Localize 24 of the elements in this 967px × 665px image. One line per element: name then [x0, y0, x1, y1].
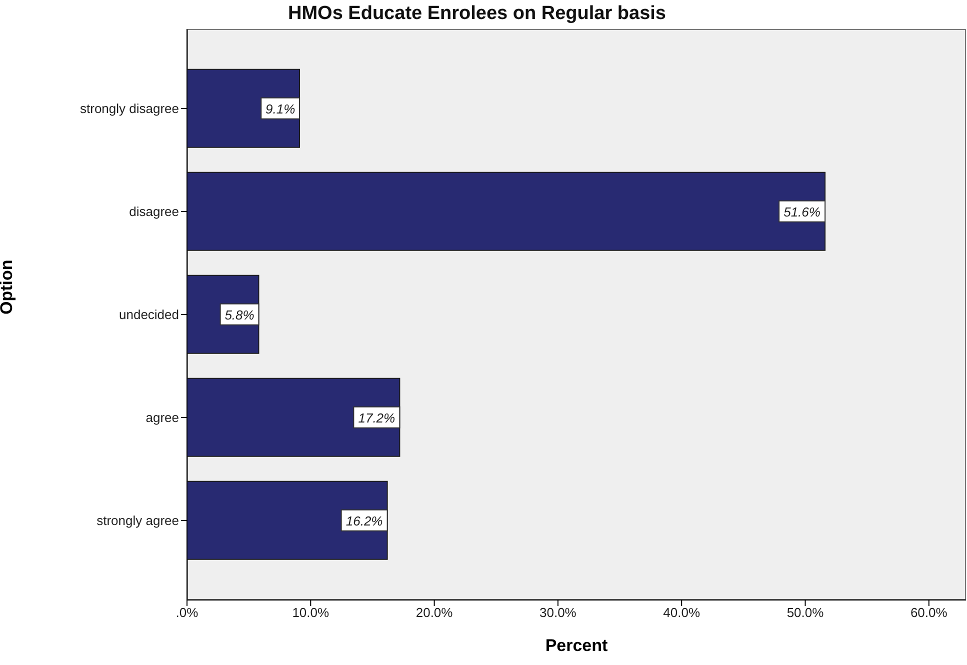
x-tick-label: 30.0%	[540, 605, 577, 620]
bar	[187, 378, 400, 457]
chart-title: HMOs Educate Enrolees on Regular basis	[287, 3, 667, 25]
x-tick-label: 60.0%	[910, 605, 948, 620]
data-label: 9.1%	[266, 101, 296, 116]
x-axis-title: Percent	[545, 636, 608, 655]
x-tick-label: 50.0%	[786, 605, 824, 620]
bar	[187, 480, 388, 560]
y-axis-title: Option	[0, 260, 16, 314]
x-tick-label: 20.0%	[416, 605, 454, 620]
x-tick-label: .0%	[176, 605, 199, 620]
x-tick-label: 10.0%	[292, 605, 330, 620]
y-tick-label: agree	[146, 410, 179, 426]
data-label: 5.8%	[224, 307, 254, 322]
data-label: 16.2%	[346, 513, 383, 528]
bar	[187, 68, 300, 148]
bar	[187, 172, 826, 251]
data-label: 51.6%	[784, 204, 820, 220]
y-tick-label: strongly disagree	[80, 101, 179, 116]
data-label: 17.2%	[358, 410, 396, 426]
x-tick-label: 40.0%	[663, 605, 700, 620]
y-tick-label: undecided	[119, 307, 179, 322]
y-tick-label: strongly agree	[96, 513, 179, 528]
y-tick-label: disagree	[129, 204, 179, 220]
